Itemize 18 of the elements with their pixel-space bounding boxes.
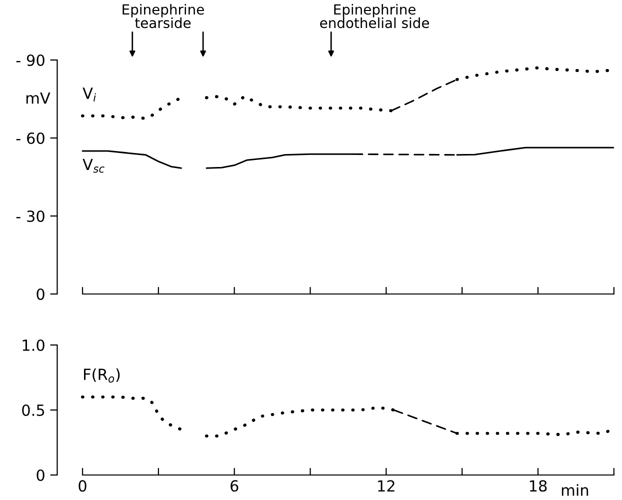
series-label: V$_{i}$: [82, 88, 96, 102]
x-tick-label: 12: [378, 480, 394, 492]
y-tick-label: 1.0: [22, 339, 44, 352]
y-tick-label: 0: [36, 469, 44, 482]
x-axis-title: min: [562, 484, 588, 496]
series-label: F(R$_{o}$): [84, 368, 120, 383]
series-label: V$_{sc}$: [82, 158, 104, 173]
text: Epinephrine endothelial side: [320, 4, 430, 28]
text: Epinephrine tearside: [122, 4, 204, 28]
y-tick-label: - 90: [16, 54, 44, 66]
x-tick-label: 0: [78, 480, 86, 492]
y-tick-label: 0.5: [22, 404, 44, 416]
y-tick-label: - 30: [16, 210, 44, 222]
y-tick-label: 0: [36, 288, 44, 300]
x-tick-label: 6: [230, 480, 238, 492]
y-axis-title: mV: [26, 92, 50, 104]
y-tick-label: - 60: [16, 132, 44, 144]
x-tick-label: 18: [530, 480, 547, 492]
